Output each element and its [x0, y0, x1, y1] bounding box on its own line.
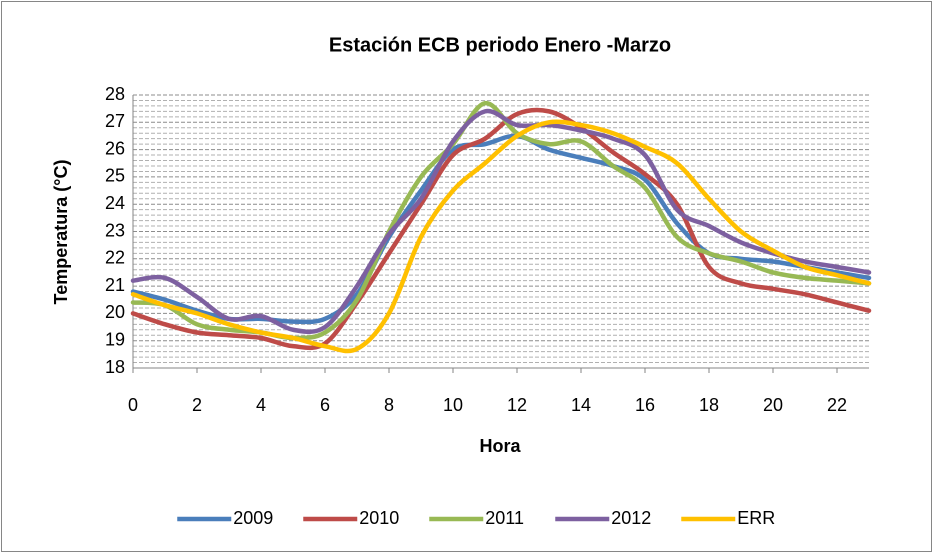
chart-title: Estación ECB periodo Enero -Marzo — [329, 34, 671, 56]
x-tick-label: 2 — [192, 395, 202, 415]
series-line — [130, 119, 872, 354]
x-axis-label: Hora — [479, 436, 521, 456]
x-tick-label: 8 — [384, 395, 394, 415]
y-tick-label: 27 — [105, 111, 125, 131]
y-tick-label: 25 — [105, 166, 125, 186]
legend-label: 2012 — [611, 508, 651, 528]
x-tick-label: 6 — [320, 395, 330, 415]
x-tick-label: 10 — [443, 395, 463, 415]
y-axis-label: Temperatura (°C) — [51, 160, 71, 305]
y-tick-label: 18 — [105, 357, 125, 377]
x-tick-label: 20 — [763, 395, 783, 415]
series-line — [130, 108, 872, 335]
legend-label: 2009 — [233, 508, 273, 528]
x-tick-label: 14 — [571, 395, 591, 415]
y-tick-label: 24 — [105, 193, 125, 213]
x-tick-label: 18 — [699, 395, 719, 415]
y-tick-label: 28 — [105, 84, 125, 104]
x-tick-label: 16 — [635, 395, 655, 415]
x-tick-label: 22 — [827, 395, 847, 415]
series-line — [130, 107, 872, 351]
y-tick-label: 19 — [105, 329, 125, 349]
x-tick-label: 12 — [507, 395, 527, 415]
y-tick-label: 26 — [105, 138, 125, 158]
legend-label: 2010 — [359, 508, 399, 528]
x-tick-label: 4 — [256, 395, 266, 415]
series-line — [130, 133, 872, 325]
y-tick-label: 21 — [105, 275, 125, 295]
legend-label: 2011 — [485, 508, 524, 528]
y-tick-label: 23 — [105, 220, 125, 240]
legend-label: ERR — [737, 508, 775, 528]
y-tick-label: 20 — [105, 302, 125, 322]
x-tick-label: 0 — [128, 395, 138, 415]
y-tick-label: 22 — [105, 248, 125, 268]
